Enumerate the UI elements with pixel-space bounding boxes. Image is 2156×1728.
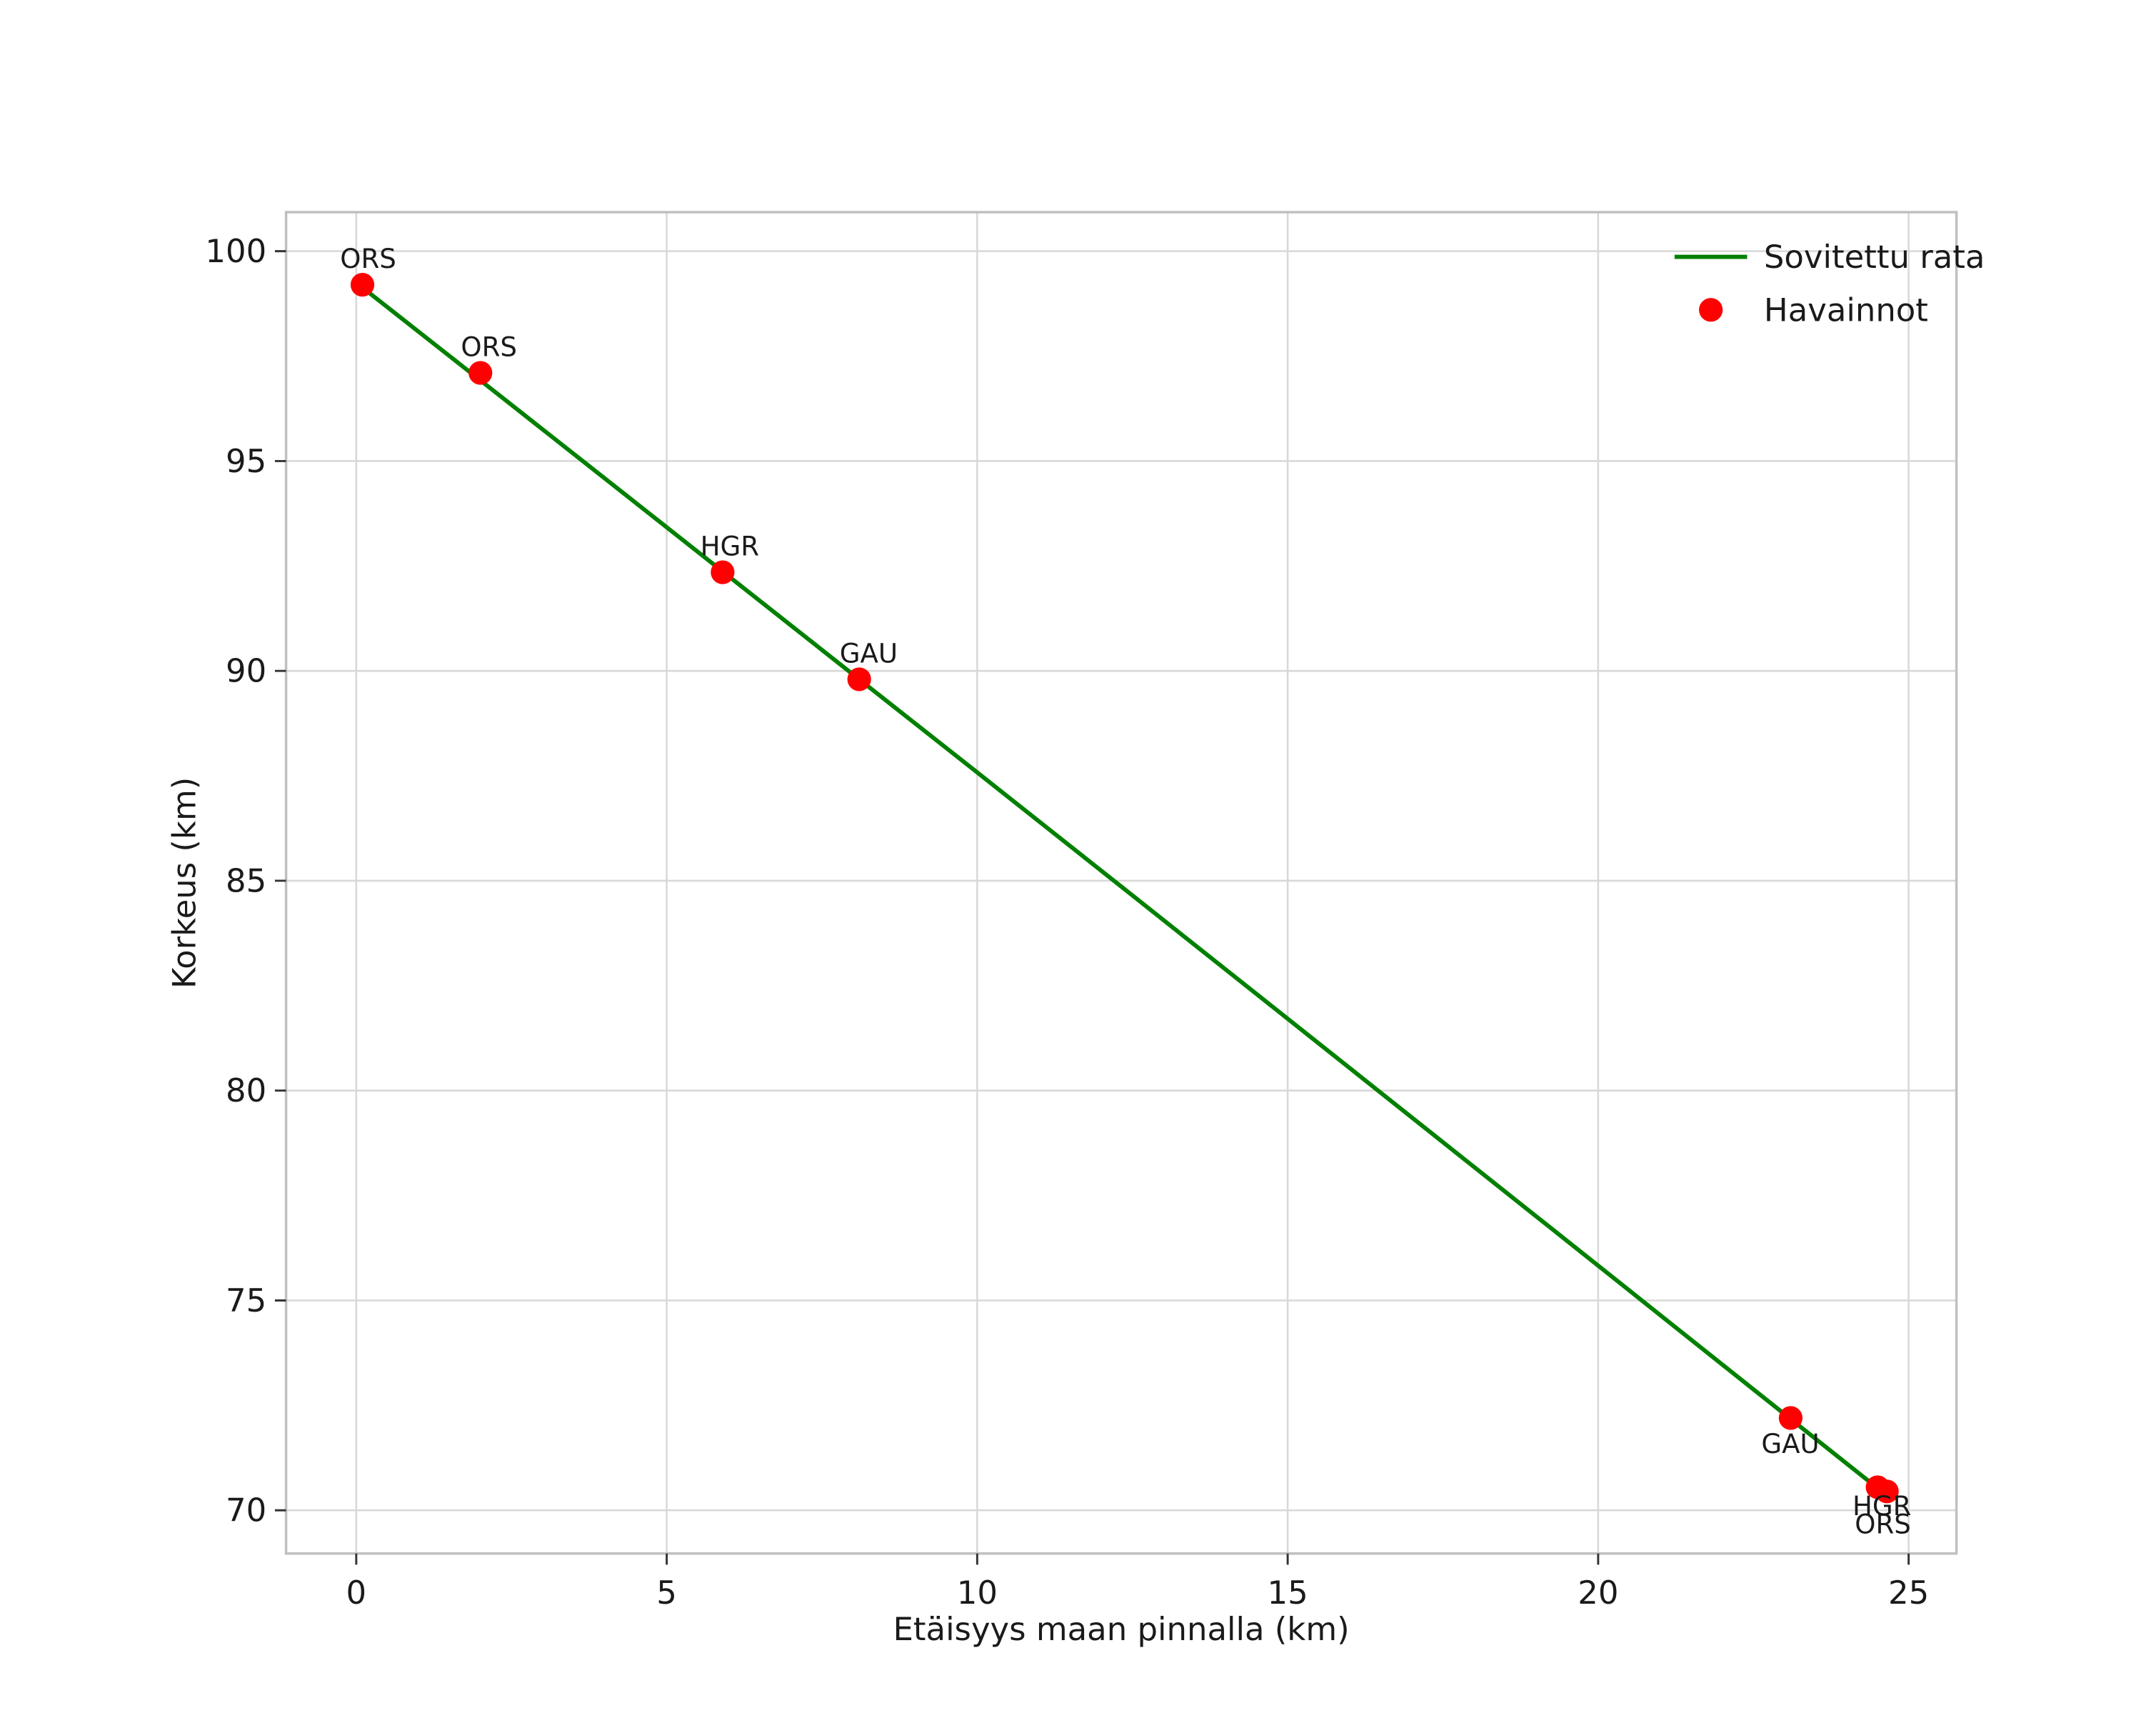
x-tick-label: 15 [1268, 1574, 1308, 1612]
y-axis-label: Korkeus (km) [166, 777, 204, 989]
y-tick-label: 80 [226, 1072, 266, 1109]
data-point [468, 361, 493, 385]
x-tick-label: 5 [656, 1574, 677, 1612]
x-tick-label: 20 [1578, 1574, 1618, 1612]
y-tick-label: 95 [226, 442, 266, 480]
y-tick-label: 70 [226, 1492, 266, 1529]
legend-label: Sovitettu rata [1764, 238, 1985, 276]
y-tick-label: 90 [226, 652, 266, 690]
y-tick-label: 100 [205, 232, 266, 270]
axes-spines [284, 211, 1958, 1555]
y-tick-label: 85 [226, 861, 266, 899]
data-point [711, 560, 735, 584]
x-tick-label: 25 [1888, 1574, 1929, 1612]
y-tick-label: 75 [226, 1282, 266, 1319]
point-label: HGR [1852, 1491, 1911, 1522]
legend-label: Havainnot [1764, 291, 1928, 329]
point-label: ORS [461, 332, 517, 363]
point-label: GAU [1761, 1429, 1819, 1459]
point-label: ORS [1855, 1509, 1911, 1539]
data-point [1875, 1479, 1899, 1504]
point-label: HGR [701, 531, 759, 562]
x-tick-label: 10 [957, 1574, 998, 1612]
fitted-line-series [354, 280, 1890, 1498]
data-point [847, 667, 871, 691]
x-axis-label: Etäisyys maan pinnalla (km) [893, 1610, 1350, 1648]
point-label: ORS [340, 244, 396, 274]
data-point [350, 273, 375, 297]
x-tick-label: 0 [346, 1574, 367, 1612]
legend-marker-sample [1699, 298, 1723, 322]
data-point [1778, 1406, 1803, 1430]
point-label: GAU [840, 638, 898, 669]
